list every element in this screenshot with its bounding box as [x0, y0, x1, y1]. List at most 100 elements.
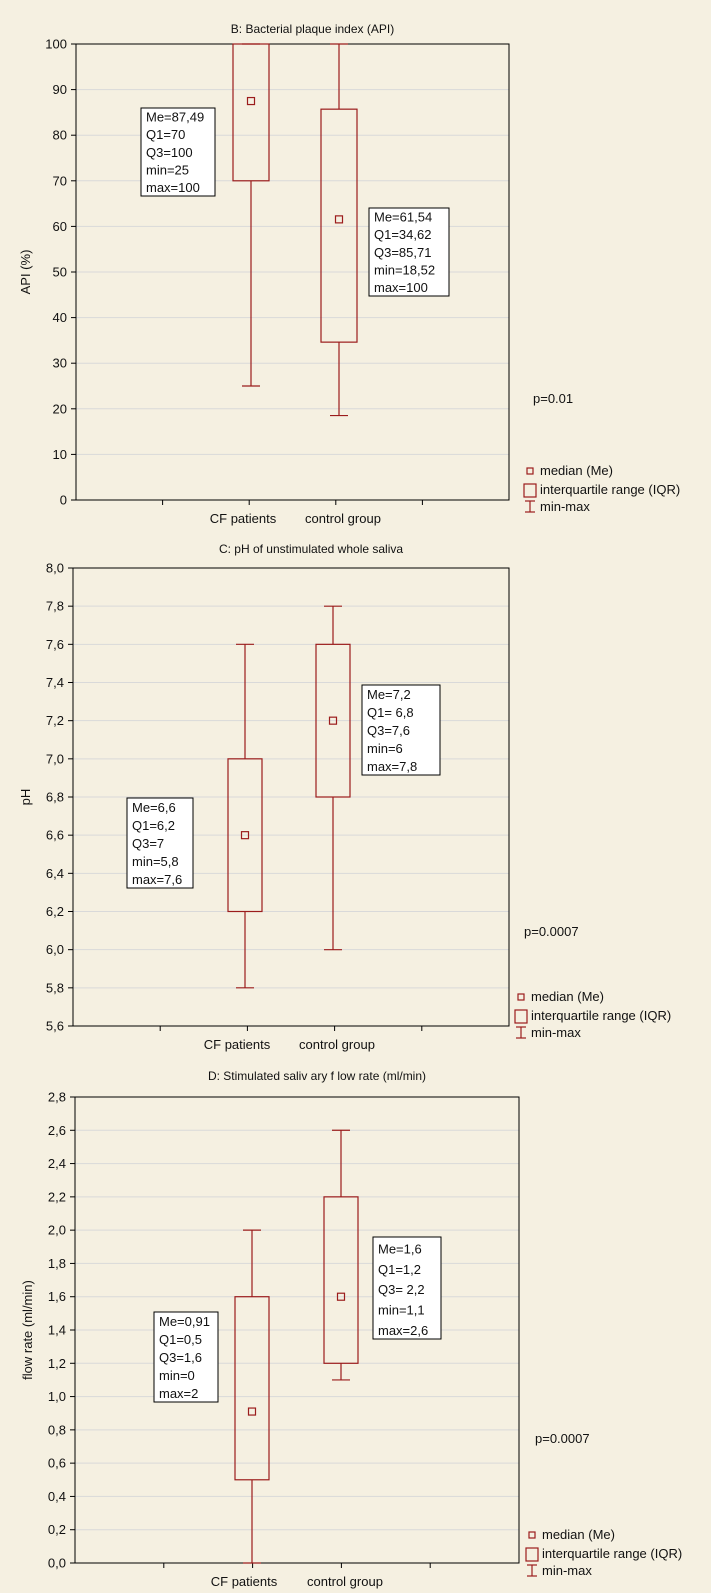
stats-annotation-line: Q3= 2,2	[378, 1282, 425, 1297]
stats-annotation-line: min=5,8	[132, 854, 179, 869]
stats-annotation-line: Q1=34,62	[374, 227, 431, 242]
stats-annotation-line: Me=87,49	[146, 110, 204, 125]
plot-frame	[74, 1096, 520, 1564]
stats-annotation-line: min=18,52	[374, 262, 435, 277]
stats-annotation-box	[126, 797, 194, 889]
category-label: control group	[305, 511, 381, 526]
y-tick-label: 10	[53, 447, 67, 462]
y-tick-label: 7,4	[46, 675, 64, 690]
legend-iqr-swatch	[523, 483, 537, 498]
iqr-box	[323, 1196, 359, 1364]
y-tick-label: 5,6	[46, 1019, 64, 1034]
legend-iqr-swatch	[514, 1009, 528, 1024]
stats-annotation-line: Q3=100	[146, 145, 193, 160]
stats-annotation-line: Q3=7,6	[367, 723, 410, 738]
y-tick-label: 0,0	[48, 1556, 66, 1571]
category-label: CF patients	[204, 1037, 271, 1052]
y-tick-label: 0	[60, 493, 67, 508]
iqr-box	[227, 758, 263, 913]
stats-annotation-line: Me=1,6	[378, 1241, 422, 1256]
stats-annotation-line: Me=6,6	[132, 800, 176, 815]
legend-minmax-label: min-max	[540, 499, 590, 514]
stats-annotation-line: max=7,6	[132, 872, 182, 887]
stats-annotation-line: Me=61,54	[374, 210, 432, 225]
legend-median-swatch	[528, 1531, 536, 1539]
y-tick-label: 100	[45, 37, 67, 52]
category-label: control group	[299, 1037, 375, 1052]
y-tick-label: 6,4	[46, 866, 64, 881]
chart-title: B: Bacterial plaque index (API)	[231, 22, 394, 36]
median-marker	[246, 96, 256, 106]
stats-annotation-line: Q1=1,2	[378, 1262, 421, 1277]
y-tick-label: 1,0	[48, 1389, 66, 1404]
stats-annotation-box	[153, 1311, 219, 1403]
y-tick-label: 2,0	[48, 1223, 66, 1238]
stats-annotation-box	[361, 684, 441, 776]
median-marker	[334, 215, 344, 224]
y-tick-label: 7,8	[46, 599, 64, 614]
iqr-box	[320, 108, 358, 343]
legend-median-swatch	[526, 467, 534, 475]
p-value: p=0.0007	[524, 924, 579, 939]
y-tick-label: 0,2	[48, 1522, 66, 1537]
stats-annotation-line: max=100	[374, 280, 428, 295]
stats-annotation-line: min=1,1	[378, 1303, 425, 1318]
iqr-box	[315, 643, 351, 798]
y-tick-label: 2,8	[48, 1090, 66, 1105]
y-tick-label: 30	[53, 356, 67, 371]
y-tick-label: 7,0	[46, 751, 64, 766]
stats-annotation-line: min=6	[367, 741, 403, 756]
chart-title: D: Stimulated saliv ary f low rate (ml/m…	[208, 1069, 426, 1083]
stats-annotation-line: Q1=70	[146, 127, 185, 142]
stats-annotation-box	[140, 107, 216, 197]
y-tick-label: 5,8	[46, 980, 64, 995]
y-tick-label: 6,2	[46, 904, 64, 919]
legend-iqr-label: interquartile range (IQR)	[531, 1008, 671, 1023]
stats-annotation-line: min=0	[159, 1368, 195, 1383]
category-label: control group	[307, 1574, 383, 1589]
category-label: CF patients	[210, 511, 277, 526]
y-tick-label: 0,4	[48, 1489, 66, 1504]
y-tick-label: 2,4	[48, 1156, 66, 1171]
y-tick-label: 60	[53, 219, 67, 234]
stats-annotation-line: max=2,6	[378, 1323, 428, 1338]
median-marker	[328, 716, 338, 725]
y-tick-label: 80	[53, 128, 67, 143]
y-tick-label: 1,6	[48, 1289, 66, 1304]
median-marker	[336, 1292, 346, 1301]
y-tick-label: 7,6	[46, 637, 64, 652]
y-axis-label: flow rate (ml/min)	[20, 1280, 35, 1380]
y-tick-label: 40	[53, 310, 67, 325]
y-tick-label: 6,6	[46, 828, 64, 843]
legend-median-label: median (Me)	[540, 463, 613, 478]
stats-annotation-line: Q3=7	[132, 836, 164, 851]
legend-median-label: median (Me)	[542, 1527, 615, 1542]
y-tick-label: 7,2	[46, 713, 64, 728]
stats-annotation-line: max=100	[146, 180, 200, 195]
y-tick-label: 0,8	[48, 1422, 66, 1437]
y-axis-label: API (%)	[18, 250, 33, 295]
y-tick-label: 8,0	[46, 561, 64, 576]
stats-annotation-line: Me=0,91	[159, 1314, 210, 1329]
plot-frame	[72, 567, 510, 1027]
median-marker	[247, 1407, 257, 1416]
legend-iqr-swatch	[525, 1547, 539, 1562]
chart-title: C: pH of unstimulated whole saliva	[219, 542, 403, 556]
y-tick-label: 1,2	[48, 1356, 66, 1371]
p-value: p=0.01	[533, 391, 573, 406]
y-tick-label: 6,0	[46, 942, 64, 957]
iqr-box	[232, 43, 270, 182]
stats-annotation-line: Q1=0,5	[159, 1332, 202, 1347]
stats-annotation-box	[368, 207, 450, 297]
iqr-box	[234, 1296, 270, 1481]
stats-annotation-line: Q1= 6,8	[367, 705, 414, 720]
legend-iqr-label: interquartile range (IQR)	[542, 1546, 682, 1561]
y-tick-label: 20	[53, 401, 67, 416]
y-tick-label: 1,4	[48, 1323, 66, 1338]
y-tick-label: 0,6	[48, 1456, 66, 1471]
y-tick-label: 50	[53, 265, 67, 280]
panel-1: B: Bacterial plaque index (API) 0 10 20 30 40…	[18, 22, 680, 526]
y-axis-label: pH	[18, 789, 33, 806]
legend-minmax-label: min-max	[531, 1025, 581, 1040]
stats-annotation-line: Me=7,2	[367, 687, 411, 702]
